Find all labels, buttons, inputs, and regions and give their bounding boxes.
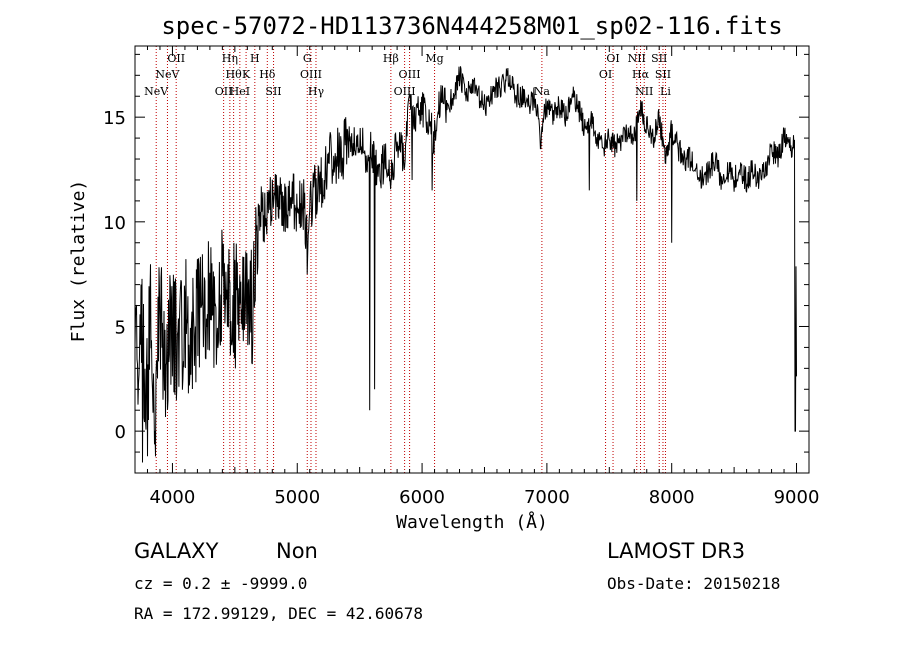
observation-date: Obs-Date: 20150218 — [607, 574, 780, 593]
y-tick-label: 5 — [115, 317, 126, 338]
emission-line-label: OII — [215, 85, 233, 98]
emission-line-label: OII — [167, 52, 185, 65]
emission-line-markers — [155, 46, 666, 473]
x-axis-ticks: 4000 5000 6000 7000 8000 9000 — [134, 46, 820, 508]
emission-line-label: Hβ — [383, 52, 399, 65]
redshift-readout: cz = 0.2 ± -9999.0 — [134, 574, 307, 593]
emission-line-label: Hα — [632, 68, 650, 81]
y-tick-label: 15 — [103, 108, 126, 129]
emission-line-label: NeV — [144, 85, 169, 98]
emission-line-label: NII — [628, 52, 646, 65]
emission-line-label: OIII — [300, 68, 322, 81]
emission-line-label: OIII — [399, 68, 421, 81]
y-tick-label: 10 — [103, 213, 126, 234]
emission-line-label: G — [303, 52, 312, 65]
emission-line-label: OI — [606, 52, 619, 65]
emission-line-label: SII — [655, 68, 671, 81]
emission-line-label: HeI — [230, 85, 250, 98]
x-tick-label: 4000 — [150, 487, 196, 508]
emission-line-label: NII — [635, 85, 653, 98]
emission-line-label: H — [250, 52, 260, 65]
emission-line-label: Li — [660, 85, 671, 98]
y-axis-ticks: 0 5 10 15 — [103, 53, 809, 474]
x-tick-label: 8000 — [649, 487, 695, 508]
x-tick-label: 9000 — [774, 487, 820, 508]
x-tick-label: 6000 — [399, 487, 445, 508]
x-tick-label: 7000 — [524, 487, 570, 508]
survey-name: LAMOST DR3 — [607, 539, 745, 563]
emission-line-label: Hδ — [259, 68, 276, 81]
x-tick-label: 5000 — [274, 487, 320, 508]
object-class: GALAXY — [134, 539, 219, 563]
emission-line-label: OI — [599, 68, 612, 81]
chart-title: spec-57072-HD113736N444258M01_sp02-116.f… — [161, 12, 782, 40]
coordinates-readout: RA = 172.99129, DEC = 42.60678 — [134, 604, 423, 623]
emission-line-label: OIII — [394, 85, 416, 98]
y-tick-label: 0 — [115, 422, 126, 443]
emission-line-label: K — [242, 68, 251, 81]
emission-line-label: Hθ — [225, 68, 242, 81]
emission-line-label: Na — [534, 85, 551, 98]
object-subclass: Non — [276, 539, 318, 563]
emission-line-label: SII — [265, 85, 281, 98]
spectrum-line — [134, 66, 797, 463]
y-axis-label: Flux (relative) — [68, 180, 89, 343]
emission-line-labels: NeVNeVOIIOIIHηHθHeIKHHδSIIGOIIIHγHβOIIIO… — [144, 52, 671, 98]
emission-line-label: Hη — [222, 52, 238, 65]
emission-line-label: NeV — [155, 68, 180, 81]
emission-line-label: Mg — [425, 52, 443, 65]
emission-line-label: SII — [651, 52, 667, 65]
emission-line-label: Hγ — [308, 85, 325, 98]
x-axis-label: Wavelength (Å) — [396, 511, 548, 533]
